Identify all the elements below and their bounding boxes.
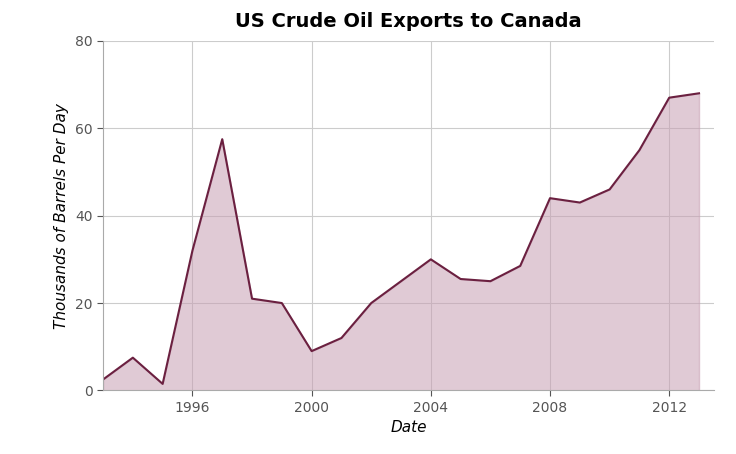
Title: US Crude Oil Exports to Canada: US Crude Oil Exports to Canada [236,12,581,31]
Y-axis label: Thousands of Barrels Per Day: Thousands of Barrels Per Day [54,103,69,329]
X-axis label: Date: Date [390,420,427,435]
